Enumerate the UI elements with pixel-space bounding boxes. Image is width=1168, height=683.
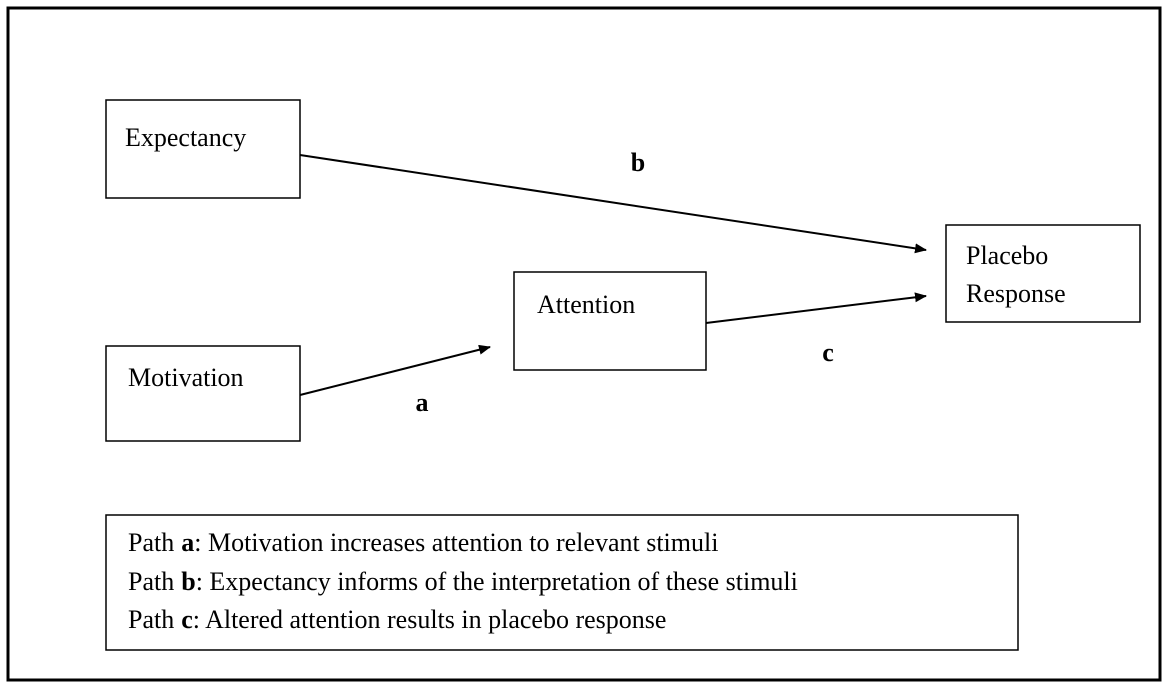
- node-box: [105, 99, 301, 199]
- node-label: Expectancy: [125, 123, 246, 152]
- legend-prefix: Path: [128, 528, 174, 557]
- arrow: [705, 292, 927, 324]
- legend-key: b: [181, 567, 195, 596]
- edge-label: c: [822, 338, 834, 367]
- legend-prefix: Path: [128, 605, 174, 634]
- legend-key: a: [181, 528, 194, 557]
- legend-text: : Altered attention results in placebo r…: [193, 605, 667, 634]
- edge-label: b: [631, 148, 645, 177]
- legend-box: [105, 514, 1019, 651]
- node-label: Response: [966, 279, 1066, 308]
- node-box: [513, 271, 707, 371]
- legend-line: Path b: Expectancy informs of the interpr…: [128, 567, 798, 596]
- legend: Path a: Motivation increases attention to…: [128, 528, 798, 634]
- edge-label: a: [416, 388, 429, 417]
- legend-key: c: [181, 605, 193, 634]
- legend-text: : Motivation increases attention to rele…: [194, 528, 718, 557]
- frame: [6, 6, 1162, 682]
- node-label: Attention: [537, 290, 635, 319]
- arrow: [299, 344, 491, 396]
- node-box: [105, 345, 301, 442]
- legend-text: : Expectancy informs of the interpretati…: [196, 567, 798, 596]
- arrow: [299, 154, 927, 254]
- legend-prefix: Path: [128, 567, 174, 596]
- legend-line: Path c: Altered attention results in plac…: [128, 605, 666, 634]
- node-box: [945, 224, 1141, 323]
- node-label: Motivation: [128, 363, 244, 392]
- legend-line: Path a: Motivation increases attention to…: [128, 528, 718, 557]
- node-label: Placebo: [966, 241, 1048, 270]
